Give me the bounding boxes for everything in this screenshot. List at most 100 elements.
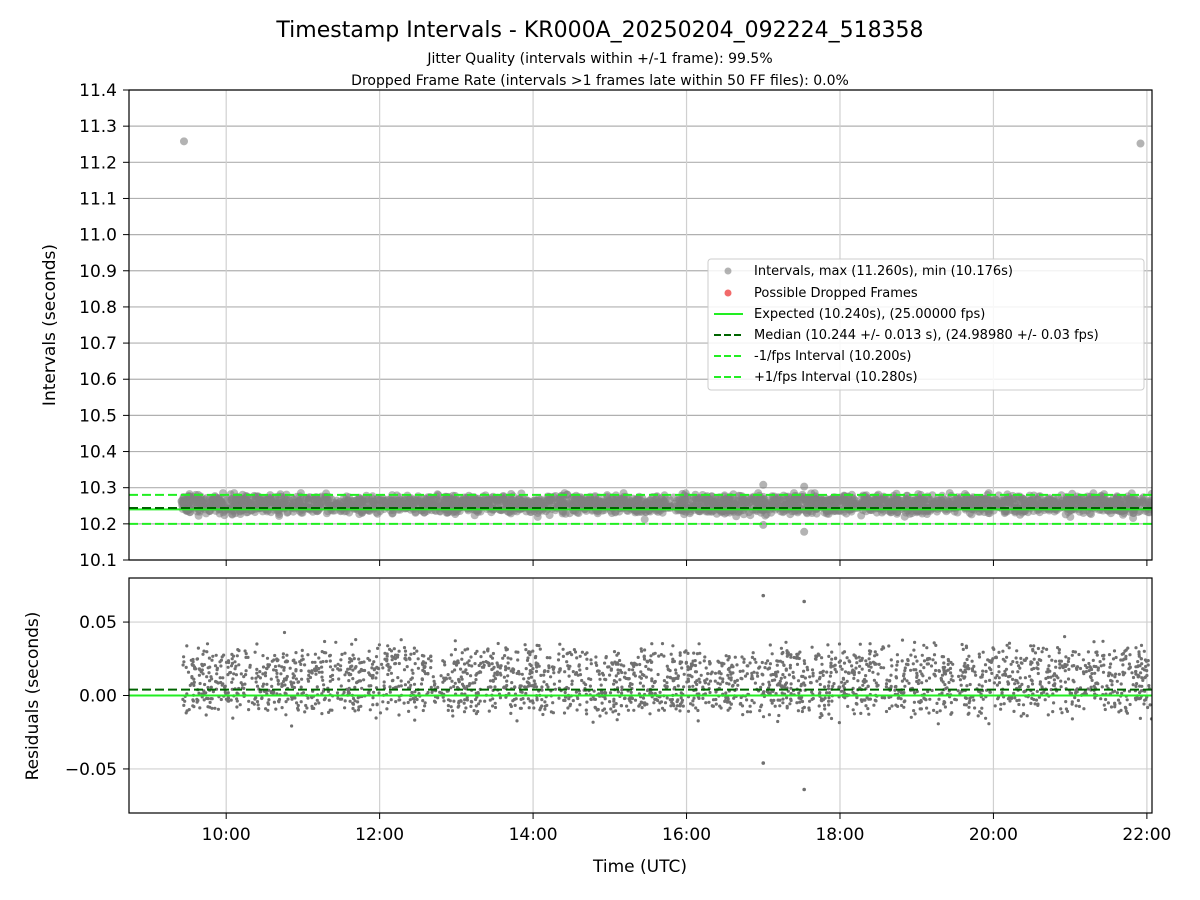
residual-point	[429, 666, 433, 670]
residual-point	[350, 664, 354, 668]
residual-point	[776, 719, 780, 724]
residual-point	[818, 715, 822, 720]
residual-point	[785, 649, 789, 653]
residual-point	[491, 697, 495, 701]
residual-point	[208, 679, 212, 683]
residual-point	[472, 709, 476, 713]
residual-point	[215, 672, 219, 676]
residual-point	[1130, 671, 1134, 675]
residual-point	[306, 679, 311, 683]
residual-point	[231, 716, 235, 720]
residual-point	[493, 705, 498, 710]
residual-point	[1140, 662, 1144, 666]
residual-point	[846, 704, 850, 709]
residual-point	[992, 647, 996, 652]
residual-point	[292, 681, 296, 685]
residual-point	[1090, 678, 1094, 683]
residual-point	[573, 650, 578, 654]
residual-point	[999, 707, 1003, 711]
residual-point	[254, 676, 258, 680]
residual-point	[829, 716, 834, 721]
residual-point	[195, 700, 199, 704]
residual-point	[339, 658, 343, 662]
residual-point	[767, 680, 771, 684]
residual-point	[261, 654, 265, 658]
residual-point	[924, 679, 929, 683]
residual-point	[852, 712, 857, 716]
residual-point	[519, 706, 523, 710]
residual-point	[299, 685, 303, 689]
residual-point	[296, 703, 300, 708]
residual-point	[185, 644, 189, 648]
residual-point	[312, 706, 316, 711]
residual-point	[880, 696, 884, 700]
residual-point	[339, 684, 343, 688]
residual-point	[920, 653, 924, 657]
residual-point	[671, 644, 675, 648]
residual-point	[507, 692, 511, 696]
residual-point	[596, 707, 600, 712]
residual-point	[276, 679, 280, 683]
interval-outlier-point	[759, 480, 768, 489]
residual-point	[674, 671, 678, 675]
residual-point	[1124, 706, 1128, 711]
residual-point	[1066, 659, 1070, 664]
residual-point	[831, 664, 835, 668]
residual-point	[326, 689, 330, 694]
residual-point	[720, 664, 724, 668]
residual-point	[563, 690, 567, 695]
residual-point	[1137, 654, 1141, 658]
residual-point	[542, 680, 546, 684]
residual-point	[1008, 699, 1012, 703]
residual-point	[718, 676, 722, 680]
y-tick-label: 11.4	[79, 81, 117, 101]
residual-point	[789, 686, 793, 690]
residual-point	[925, 662, 929, 666]
residual-point	[867, 657, 871, 661]
residual-point	[523, 643, 527, 647]
interval-point	[998, 496, 1007, 505]
residual-point	[589, 658, 593, 662]
interval-point	[661, 499, 670, 508]
residual-point	[866, 707, 870, 711]
residual-point	[385, 654, 389, 658]
residual-point	[1101, 670, 1106, 674]
residual-point	[657, 654, 661, 658]
residual-point	[451, 714, 455, 718]
residual-point	[314, 664, 318, 669]
residual-point	[282, 668, 286, 672]
residual-point	[984, 669, 988, 674]
residual-point	[632, 708, 636, 712]
residual-point	[960, 674, 964, 678]
interval-point	[212, 498, 221, 507]
residual-point	[814, 657, 818, 661]
residual-point	[874, 699, 878, 703]
residual-point	[598, 714, 602, 718]
residual-point	[883, 696, 887, 700]
residual-point	[1029, 701, 1033, 706]
residual-point	[592, 689, 596, 693]
residual-point	[903, 666, 907, 670]
residual-point	[909, 653, 913, 657]
residual-point	[1014, 656, 1018, 660]
residual-point	[1064, 664, 1068, 669]
residual-point	[381, 666, 385, 670]
residual-point	[1128, 653, 1132, 657]
residual-point	[800, 699, 805, 704]
residual-point	[426, 690, 430, 695]
residual-point	[462, 662, 467, 666]
residual-point	[652, 701, 656, 705]
residual-point	[681, 704, 685, 708]
residual-point	[1030, 682, 1035, 686]
residual-point	[1039, 658, 1043, 663]
residual-point	[641, 684, 646, 688]
x-tick-label: 12:00	[355, 825, 404, 845]
residual-point	[993, 676, 998, 680]
residual-point	[600, 701, 604, 705]
residual-point	[411, 671, 415, 675]
residual-point	[603, 697, 607, 701]
residual-point	[640, 706, 644, 710]
residual-point	[1115, 679, 1119, 683]
residual-point	[222, 653, 226, 657]
interval-point	[1123, 492, 1132, 501]
